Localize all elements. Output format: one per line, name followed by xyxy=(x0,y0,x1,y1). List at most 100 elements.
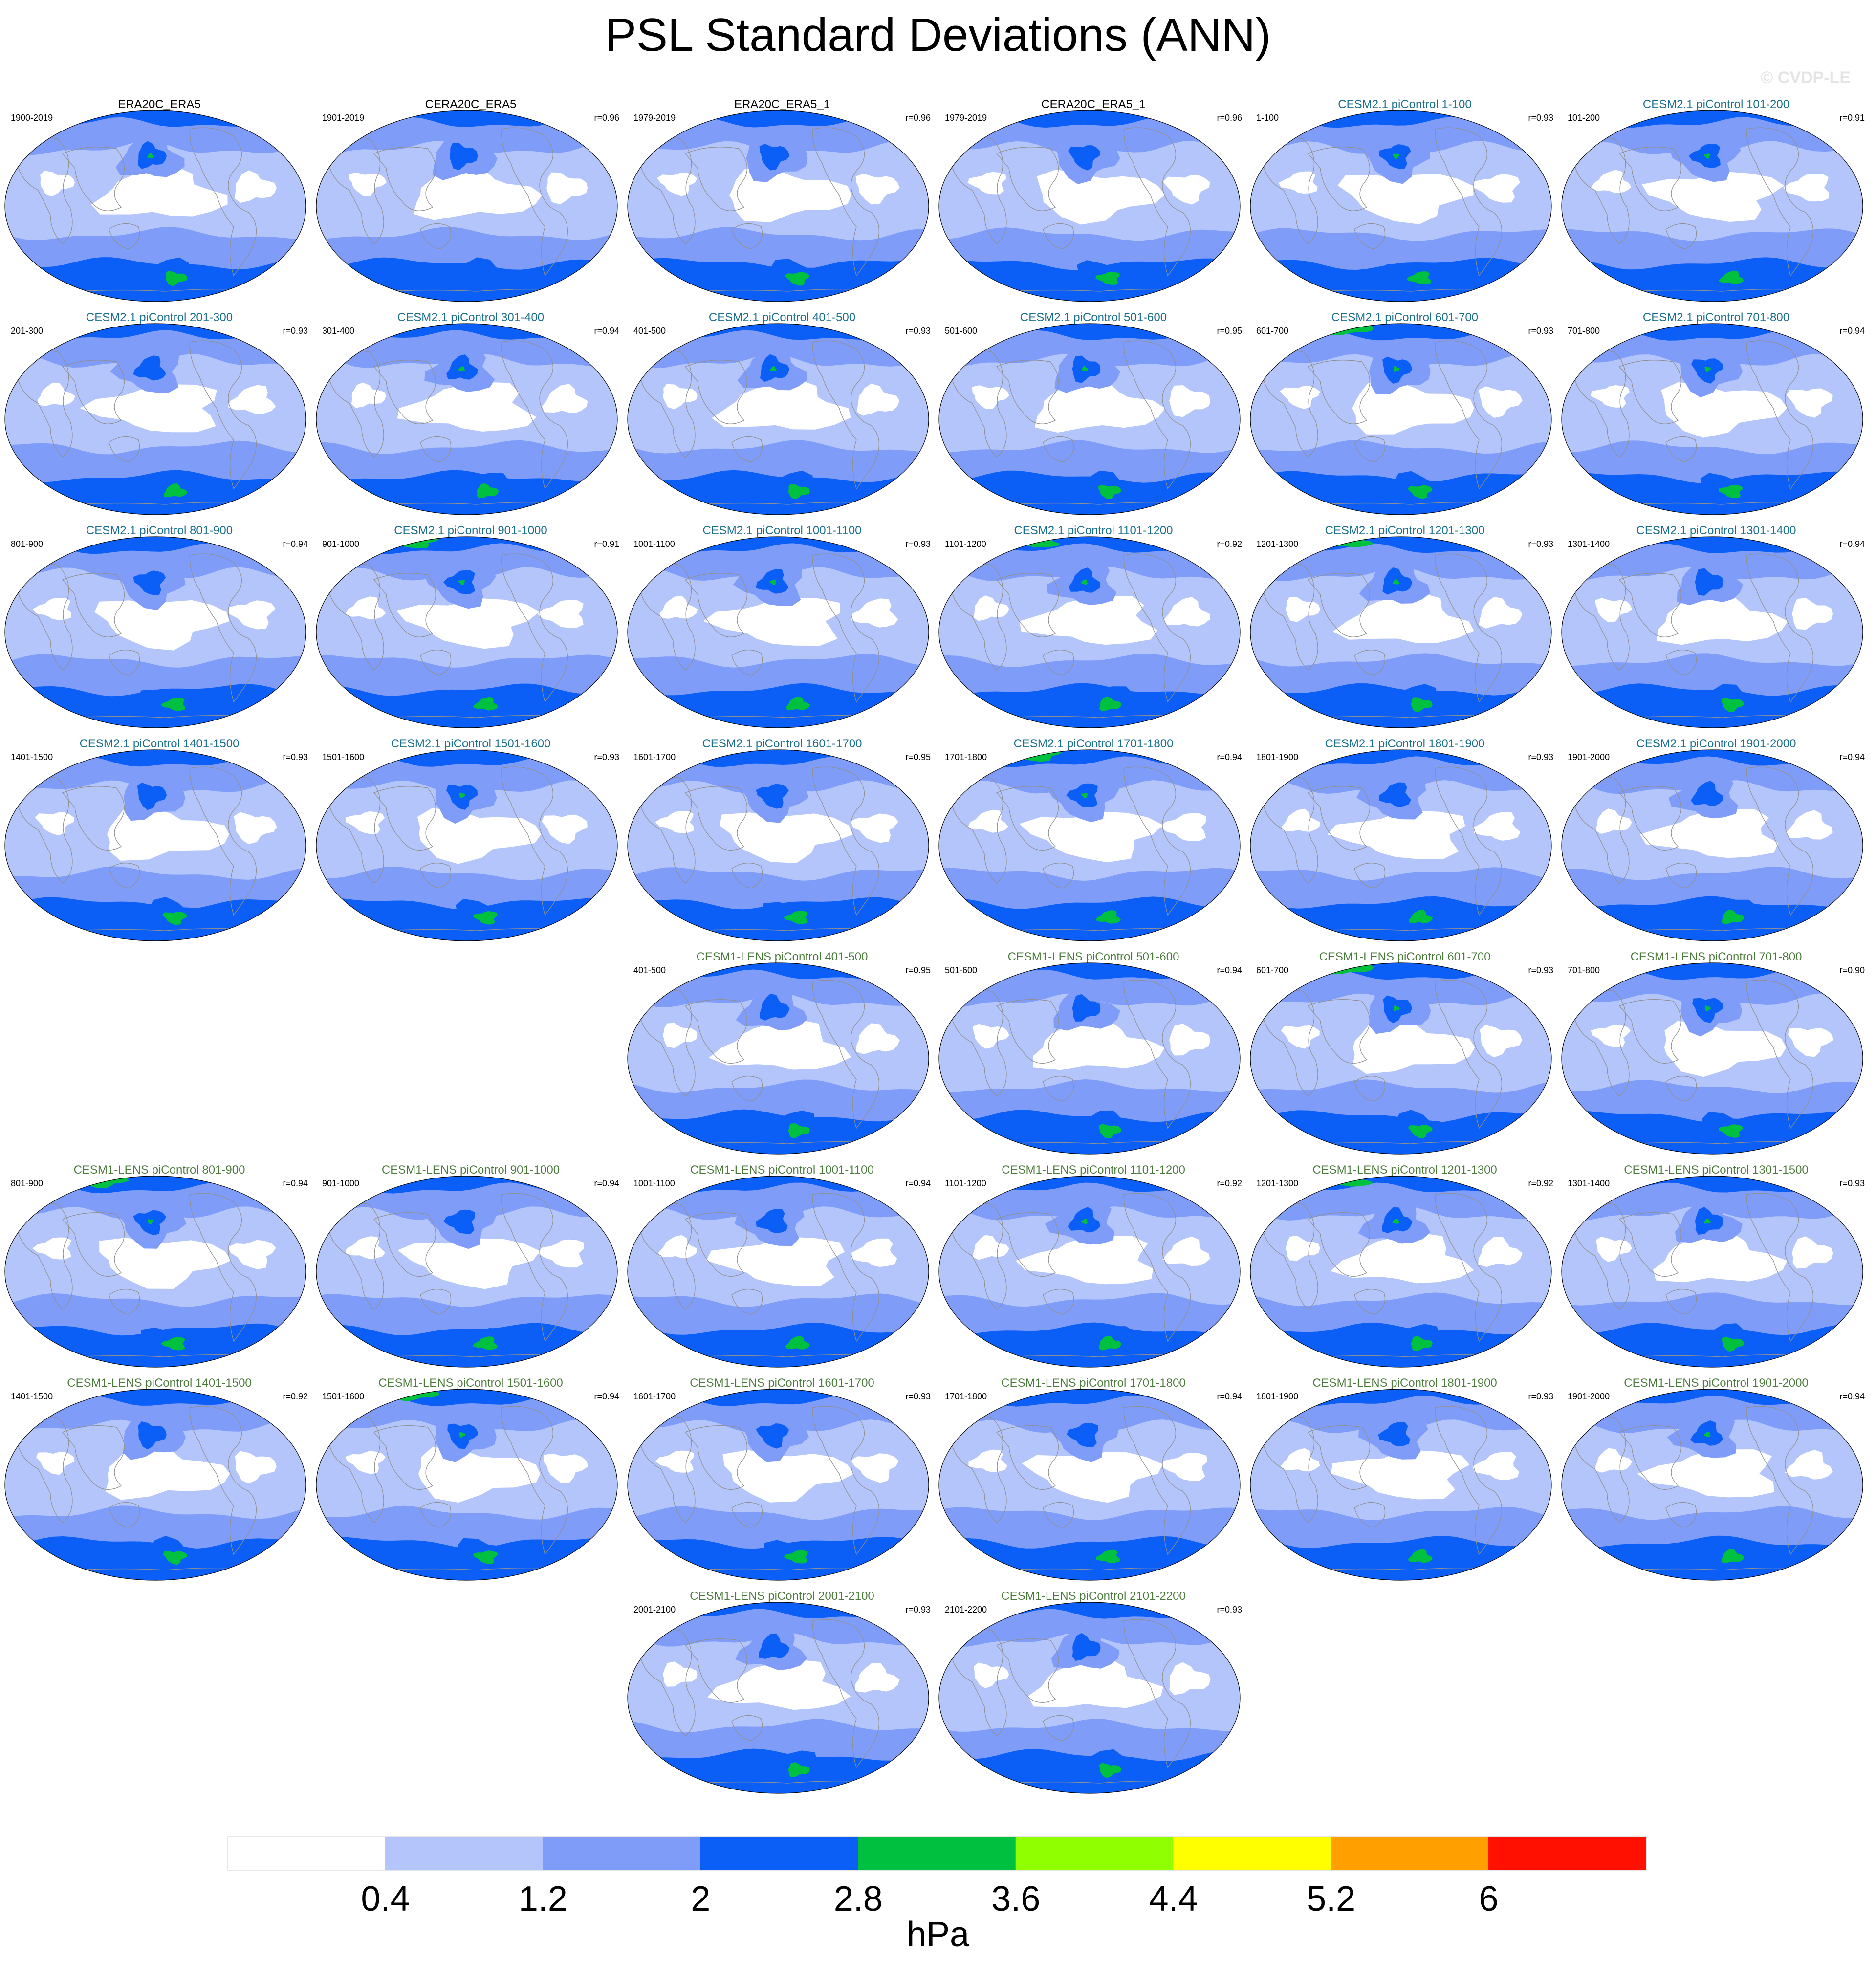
aleutian-2-2.8 xyxy=(443,1209,475,1234)
coastline-africa-eurasia xyxy=(13,350,73,458)
coastline-asia xyxy=(1307,1425,1370,1490)
band-north-2-2.8 xyxy=(1250,324,1551,341)
panel-years: 1601-1700 xyxy=(633,752,676,762)
coastline-americas xyxy=(812,980,879,1129)
panel-years: 1101-1200 xyxy=(945,539,986,549)
coastline-africa-eurasia xyxy=(325,776,384,884)
colorbar-tick-label: 6 xyxy=(1479,1879,1499,1919)
panel-title: ERA20C_ERA5 xyxy=(118,98,201,111)
coastline-africa-eurasia xyxy=(1259,563,1318,671)
coastline-asia xyxy=(996,360,1059,424)
panel-years: 1979-2019 xyxy=(633,113,676,123)
coastline-africa-eurasia xyxy=(1259,1202,1318,1310)
panel-years: 1101-1200 xyxy=(945,1178,986,1188)
tropics-below-0.4 xyxy=(1473,812,1521,841)
coastline-australia xyxy=(1354,862,1386,889)
coastline-australia xyxy=(420,862,452,889)
tropics-below-0.4 xyxy=(228,600,276,630)
map-panel: CESM1-LENS piControl 1501-1600 1501-1600 r… xyxy=(315,1376,626,1586)
panel-title: CESM2.1 piControl 1501-1600 xyxy=(391,737,551,750)
colorbar-tick-label: 3.6 xyxy=(991,1879,1041,1919)
tropics-below-0.4 xyxy=(1640,809,1778,858)
panel-title: CESM2.1 piControl 301-400 xyxy=(397,311,545,324)
south-pacific-2.8-3.6 xyxy=(785,272,810,286)
map-panel: CESM1-LENS piControl 801-900 801-900 r=0.9… xyxy=(4,1163,315,1373)
panel-years: 601-700 xyxy=(1256,326,1289,336)
panel-title: CESM2.1 piControl 1401-1500 xyxy=(79,737,240,750)
map-boundary xyxy=(627,1602,929,1794)
panel-title: CERA20C_ERA5 xyxy=(425,98,517,111)
map-panel: CESM2.1 piControl 1301-1400 1301-1400 r=0.… xyxy=(1561,524,1872,733)
panel-title: CESM2.1 piControl 1101-1200 xyxy=(1014,524,1173,537)
map xyxy=(316,1389,618,1581)
map-boundary xyxy=(938,749,1241,941)
coastline-americas xyxy=(189,1193,257,1342)
tropics-below-0.4 xyxy=(1480,1025,1523,1058)
coastline-africa-eurasia xyxy=(636,1416,696,1523)
south-pacific-2.8-3.6 xyxy=(163,1551,187,1565)
coastline-australia xyxy=(1043,649,1074,676)
map xyxy=(938,962,1241,1155)
tropics-below-0.4 xyxy=(1019,811,1163,863)
band-north-2-2.8 xyxy=(628,1389,929,1407)
coastline-asia xyxy=(684,573,747,637)
map xyxy=(316,536,618,728)
panel-correlation: r=0.93 xyxy=(905,539,931,549)
panel-correlation: r=0.95 xyxy=(1217,326,1242,336)
map-boundary xyxy=(316,536,618,728)
map-boundary xyxy=(1561,1389,1863,1581)
map-panel: CESM2.1 piControl 1201-1300 1201-1300 r=0.… xyxy=(1249,524,1560,733)
coastline-australia xyxy=(1665,1288,1697,1315)
tropics-below-0.4 xyxy=(967,172,1006,195)
panel-years: 1801-1900 xyxy=(1256,1392,1299,1401)
map xyxy=(627,110,929,302)
map-panel: CESM1-LENS piControl 1801-1900 1801-1900 r… xyxy=(1249,1376,1560,1586)
tropics-below-0.4 xyxy=(1169,1662,1211,1695)
south-pacific-2.8-3.6 xyxy=(1406,271,1431,285)
map-panel: CERA20C_ERA5 1901-2019 r=0.96 xyxy=(315,98,626,307)
map-boundary xyxy=(938,962,1241,1155)
map xyxy=(4,110,306,302)
coastline-africa-eurasia xyxy=(636,137,696,244)
coastline-australia xyxy=(1354,223,1386,249)
map-panel: CESM1-LENS piControl 901-1000 901-1000 r=0… xyxy=(315,1163,626,1373)
coastline-asia xyxy=(1307,147,1370,211)
coastline-asia xyxy=(1618,147,1681,211)
panel-years: 701-800 xyxy=(1568,965,1600,975)
map-boundary xyxy=(627,1389,929,1581)
map-boundary xyxy=(938,110,1241,302)
coastline-americas xyxy=(1123,553,1191,703)
south-pacific-2.8-3.6 xyxy=(1098,1335,1122,1351)
map-field xyxy=(316,1389,617,1580)
map-panel: CESM1-LENS piControl 601-700 601-700 r=0.9… xyxy=(1249,950,1560,1159)
coastline-asia xyxy=(1618,1212,1681,1277)
tropics-below-0.4 xyxy=(80,384,217,433)
coastline-africa-eurasia xyxy=(325,1416,384,1523)
south-pacific-2.8-3.6 xyxy=(1408,1125,1433,1139)
tropics-below-0.4 xyxy=(1163,175,1210,205)
aleutian-2-2.8 xyxy=(756,1423,789,1449)
panel-years: 501-600 xyxy=(945,326,978,336)
map xyxy=(316,749,618,941)
south-pacific-2-2.8 xyxy=(454,257,521,296)
coastline-americas xyxy=(1435,1406,1502,1555)
watermark: © CVDP-LE xyxy=(1761,68,1851,87)
south-pacific-2.8-3.6 xyxy=(786,696,810,710)
map xyxy=(1561,323,1863,515)
coastline-americas xyxy=(812,340,879,490)
map-boundary xyxy=(4,323,306,515)
coastline-africa-eurasia xyxy=(947,1629,1007,1736)
map-panel: CESM2.1 piControl 901-1000 901-1000 r=0.91 xyxy=(315,524,626,733)
aleutian-2-2.8 xyxy=(1067,1422,1099,1447)
tropics-below-0.4 xyxy=(1161,1452,1208,1481)
coastline-asia xyxy=(1307,1212,1370,1277)
tropics-below-0.4 xyxy=(37,383,75,406)
tropics-below-0.4 xyxy=(537,600,584,628)
panel-title: CESM2.1 piControl 1801-1900 xyxy=(1325,737,1485,750)
coastline-americas xyxy=(1746,1193,1813,1342)
south-pacific-2.8-3.6 xyxy=(1722,1336,1745,1352)
coastline-americas xyxy=(1123,1193,1191,1342)
map-boundary xyxy=(4,1176,306,1368)
colorbar-tick-label: 5.2 xyxy=(1307,1879,1356,1919)
map-boundary xyxy=(4,536,306,728)
